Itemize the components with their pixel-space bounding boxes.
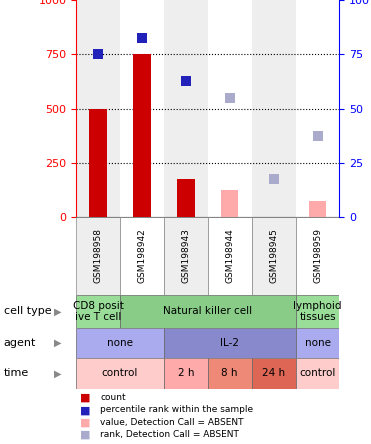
Bar — [120, 295, 296, 328]
Text: control: control — [102, 369, 138, 378]
Bar — [296, 328, 339, 358]
Bar — [76, 328, 164, 358]
Bar — [164, 328, 296, 358]
Text: ■: ■ — [80, 430, 90, 440]
Bar — [89, 109, 107, 217]
Bar — [208, 217, 252, 295]
Text: GSM198945: GSM198945 — [269, 229, 278, 283]
Bar — [309, 201, 326, 217]
Bar — [76, 295, 120, 328]
Text: percentile rank within the sample: percentile rank within the sample — [100, 405, 253, 414]
Bar — [296, 217, 339, 295]
Text: 2 h: 2 h — [178, 369, 194, 378]
Text: 8 h: 8 h — [221, 369, 238, 378]
Text: Natural killer cell: Natural killer cell — [163, 306, 252, 317]
Text: GSM198959: GSM198959 — [313, 229, 322, 283]
Bar — [252, 358, 296, 388]
Bar — [76, 217, 120, 295]
Bar — [296, 295, 339, 328]
Bar — [164, 358, 208, 388]
Bar — [76, 0, 120, 217]
Text: rank, Detection Call = ABSENT: rank, Detection Call = ABSENT — [100, 430, 239, 439]
Text: time: time — [4, 369, 29, 378]
Bar — [296, 358, 339, 388]
Text: 24 h: 24 h — [262, 369, 285, 378]
Text: ▶: ▶ — [54, 338, 61, 348]
Text: ▶: ▶ — [54, 369, 61, 378]
Text: GSM198943: GSM198943 — [181, 229, 190, 283]
Bar — [120, 0, 164, 217]
Text: ■: ■ — [80, 418, 90, 428]
Text: ▶: ▶ — [54, 306, 61, 317]
Bar — [252, 217, 296, 295]
Bar — [164, 0, 208, 217]
Bar — [252, 0, 296, 217]
Bar — [177, 179, 195, 217]
Bar — [120, 217, 164, 295]
Text: ■: ■ — [80, 405, 90, 415]
Text: value, Detection Call = ABSENT: value, Detection Call = ABSENT — [100, 418, 244, 427]
Text: agent: agent — [4, 338, 36, 348]
Text: none: none — [107, 338, 133, 348]
Text: cell type: cell type — [4, 306, 51, 317]
Text: control: control — [299, 369, 336, 378]
Text: ■: ■ — [80, 393, 90, 403]
Text: GSM198944: GSM198944 — [225, 229, 234, 283]
Bar — [133, 54, 151, 217]
Bar — [208, 0, 252, 217]
Text: count: count — [100, 393, 126, 402]
Text: none: none — [305, 338, 331, 348]
Bar — [164, 217, 208, 295]
Bar — [208, 358, 252, 388]
Bar — [296, 0, 339, 217]
Text: GSM198942: GSM198942 — [137, 229, 147, 283]
Bar — [221, 190, 239, 217]
Text: IL-2: IL-2 — [220, 338, 239, 348]
Text: lymphoid
tissues: lymphoid tissues — [293, 301, 342, 322]
Text: CD8 posit
ive T cell: CD8 posit ive T cell — [73, 301, 124, 322]
Text: GSM198958: GSM198958 — [93, 229, 102, 283]
Bar — [76, 358, 164, 388]
